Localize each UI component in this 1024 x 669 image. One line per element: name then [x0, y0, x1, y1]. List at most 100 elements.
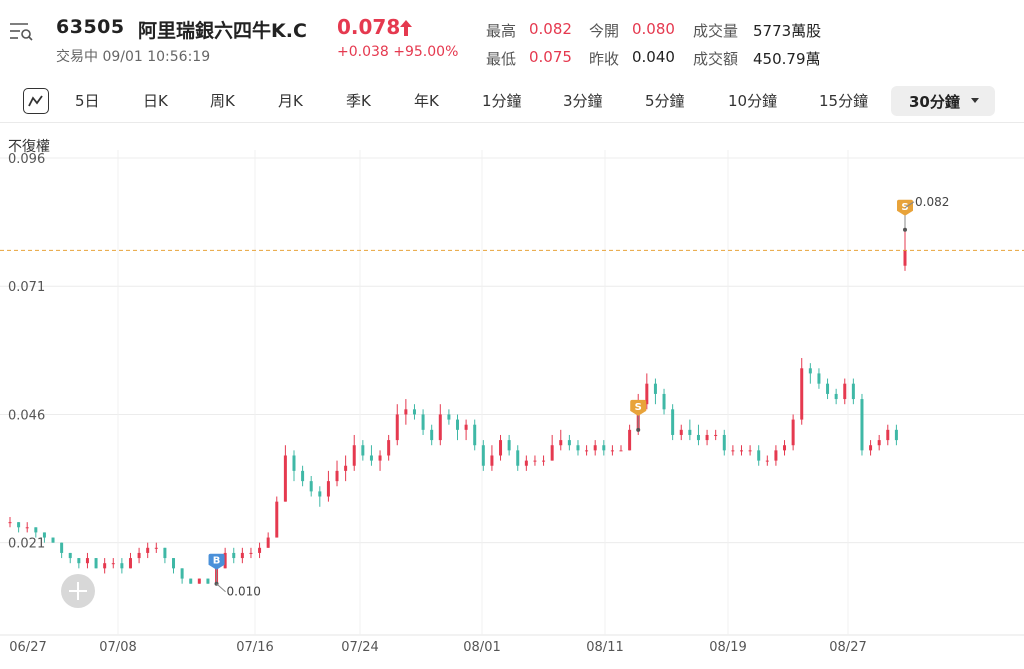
prev-close-label: 昨收 — [589, 50, 620, 68]
tab-1min[interactable]: 1分鐘 — [482, 92, 522, 110]
x-tick-label: 07/08 — [99, 640, 136, 655]
tab-monthly[interactable]: 月K — [278, 92, 303, 110]
marker-leader — [216, 583, 226, 593]
candle-body — [369, 455, 373, 461]
caret-down-icon — [971, 98, 979, 103]
candle-body — [292, 455, 296, 471]
candle-body — [542, 460, 546, 462]
candle-body — [473, 424, 477, 446]
price-adjust-label[interactable]: 不復權 — [8, 139, 50, 155]
candle-body — [533, 460, 537, 462]
open-value: 0.080 — [632, 20, 675, 38]
candlestick-chart[interactable]: 0.096 0.071 0.046 0.021 06/27 07/08 07/16 07/24… — [0, 150, 1024, 669]
tab-3min[interactable]: 3分鐘 — [563, 92, 603, 110]
sell-marker-icon — [897, 199, 913, 216]
tab-5min[interactable]: 5分鐘 — [645, 92, 685, 110]
trading-status: 交易中 09/01 10:56:19 — [56, 49, 211, 65]
candle-body — [714, 434, 718, 436]
candle-body — [68, 552, 72, 559]
candle-body — [361, 445, 365, 456]
marker-letter: S — [635, 402, 642, 413]
volume-label: 成交量 — [693, 22, 739, 40]
volume-value: 5773萬股 — [753, 22, 822, 40]
candle-body — [77, 558, 81, 564]
candle-body — [559, 440, 563, 446]
candle-body — [34, 527, 38, 533]
tab-5d[interactable]: 5日 — [75, 92, 100, 110]
low-label: 最低 — [486, 50, 517, 68]
candle-body — [688, 429, 692, 435]
marker-point — [636, 427, 641, 432]
tab-30min-dropdown[interactable]: 30分鐘 — [891, 86, 995, 116]
candle-body — [335, 470, 339, 482]
tab-quarterly[interactable]: 季K — [346, 92, 371, 110]
x-tick-label: 08/27 — [829, 640, 866, 655]
candle-body — [791, 419, 795, 446]
candle-body — [223, 552, 227, 569]
candle-body — [421, 414, 425, 430]
quote-header: 63505 阿里瑞銀六四牛K.C 交易中 09/01 10:56:19 0.07… — [0, 0, 1024, 78]
y-tick-label: 0.021 — [8, 537, 45, 552]
candle-body — [25, 527, 29, 529]
candle-body — [352, 445, 356, 466]
candle-body — [679, 429, 683, 435]
candle-body — [103, 563, 107, 569]
candle-body — [206, 578, 210, 584]
candle-body — [42, 532, 46, 538]
turnover-value: 450.79萬 — [753, 50, 821, 68]
candle-body — [507, 440, 511, 451]
x-tick-label: 07/24 — [341, 640, 378, 655]
x-tick-label: 08/11 — [586, 640, 623, 655]
candle-body — [783, 445, 787, 451]
candle-body — [154, 547, 158, 549]
line-chart-icon — [28, 95, 43, 107]
candle-body — [817, 373, 821, 384]
candle-body — [593, 445, 597, 451]
chart-type-button[interactable] — [23, 88, 49, 114]
candle-body — [516, 450, 520, 466]
tab-10min[interactable]: 10分鐘 — [728, 92, 778, 110]
stock-code: 63505 — [56, 16, 125, 38]
tab-yearly[interactable]: 年K — [414, 92, 439, 110]
tab-15min[interactable]: 15分鐘 — [819, 92, 869, 110]
x-tick-label: 08/19 — [709, 640, 746, 655]
candle-body — [731, 450, 735, 452]
candle-body — [765, 460, 769, 462]
active-timeframe-label: 30分鐘 — [909, 93, 960, 111]
marker-letter: B — [213, 556, 221, 567]
add-indicator-button[interactable] — [61, 574, 95, 608]
stock-name: 阿里瑞銀六四牛K.C — [138, 20, 307, 42]
candle-body — [585, 450, 589, 452]
low-value: 0.075 — [529, 48, 572, 66]
candle-body — [705, 434, 709, 441]
candle-body — [808, 368, 812, 374]
tab-daily[interactable]: 日K — [143, 92, 168, 110]
x-tick-label: 08/01 — [463, 640, 500, 655]
candle-body — [628, 429, 632, 451]
candle-body — [395, 414, 399, 441]
marker-value-label: 0.010 — [227, 585, 261, 599]
candle-body — [120, 563, 124, 569]
candle-body — [326, 481, 330, 497]
candle-body — [17, 522, 21, 528]
up-arrow-icon — [400, 20, 412, 36]
candle-body — [757, 450, 761, 461]
candle-body — [722, 434, 726, 451]
candle-body — [748, 450, 752, 452]
candle-body — [481, 445, 485, 466]
candle-body — [774, 450, 778, 461]
x-tick-label: 07/16 — [236, 640, 273, 655]
candle-body — [387, 440, 391, 456]
candle-body — [843, 383, 847, 400]
candle-body — [739, 450, 743, 452]
candle-body — [309, 481, 313, 492]
tab-weekly[interactable]: 周K — [210, 92, 235, 110]
candle-body — [94, 558, 98, 569]
open-label: 今開 — [589, 22, 620, 40]
candle-body — [653, 383, 657, 394]
timeframe-toolbar: 5日 日K 周K 月K 季K 年K 1分鐘 3分鐘 5分鐘 10分鐘 15分鐘 … — [0, 84, 1024, 118]
candle-body — [834, 393, 838, 400]
candle-body — [894, 429, 898, 441]
candle-body — [456, 419, 459, 430]
menu-search-icon[interactable] — [8, 20, 34, 42]
